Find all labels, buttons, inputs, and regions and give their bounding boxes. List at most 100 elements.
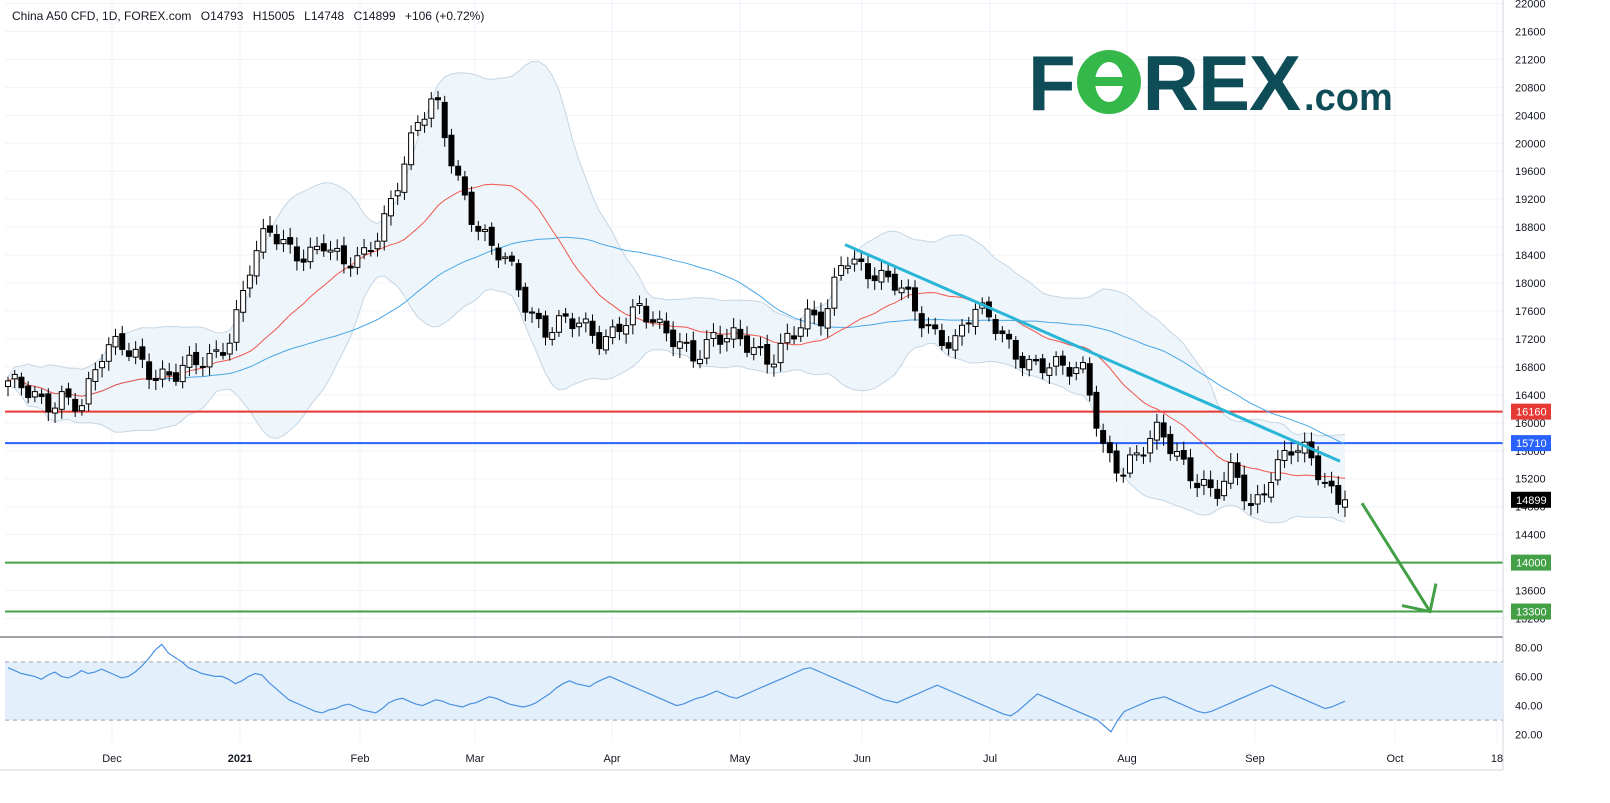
candle-body [811,309,818,316]
open-value: O14793 [200,9,244,23]
candle-body [1328,480,1335,487]
change-value: +106 (+0.72%) [404,9,485,23]
candle-body [1059,355,1066,366]
logo-suffix: .com [1304,77,1393,119]
candle-body [1086,363,1093,396]
candle-body [932,324,939,330]
candle-body [683,341,690,344]
candle-body [132,348,139,358]
candle-body [1079,362,1086,370]
candle-body [1234,462,1241,478]
level-label-box-15710 [1511,435,1551,452]
candle-body [562,313,569,317]
candle-body [65,388,72,398]
candle-body [764,344,771,365]
candle-body [831,276,838,309]
candle-body [1106,442,1113,454]
price-tick-label: 20400 [1515,110,1546,122]
candle-body [670,329,677,348]
candle-body [824,308,831,329]
candle-body [340,245,347,265]
candle-body [1026,359,1033,371]
time-tick-label: Sep [1245,753,1265,765]
candle-body [925,324,932,327]
candle-body [1066,367,1073,377]
candle-body [1160,422,1167,438]
rsi-tick-label: 20.00 [1515,730,1543,742]
candle-body [287,237,294,245]
candle-body [508,255,515,262]
candle-body [791,335,798,340]
candle-body [1274,459,1281,481]
rsi-tick-label: 80.00 [1515,642,1543,654]
candle-body [401,163,408,193]
candle-body [1221,480,1228,497]
candle-body [18,376,25,389]
candle-body [515,263,522,291]
candle-body [697,358,704,365]
candle-body [918,313,925,329]
candle-body [78,405,85,412]
candle-body [945,342,952,349]
candle-body [25,385,32,399]
candle-body [213,349,220,352]
candle-body [152,377,159,381]
candle-body [569,318,576,330]
candle-body [1187,457,1194,482]
price-tick-label: 16800 [1515,362,1546,374]
candle-body [1100,430,1107,444]
candle-body [186,354,193,368]
candle-body [267,225,274,233]
candle-body [1288,451,1295,456]
candle-body [414,122,421,131]
candle-body [166,371,173,376]
chart-header: China A50 CFD, 1D, FOREX.com O14793 H150… [12,9,490,23]
candle-body [522,286,529,313]
candle-body [233,309,240,343]
candle-body [394,190,401,197]
candle-body [31,391,38,398]
level-label-15710: 15710 [1516,438,1547,450]
candle-body [864,263,871,280]
candle-body [703,339,710,359]
candle-body [817,311,824,327]
candle-body [549,332,556,340]
sma50-line [7,236,1346,445]
candle-body [784,332,791,344]
candle-body [885,270,892,278]
candle-body [139,346,146,360]
candle-body [468,191,475,225]
candle-body [1241,474,1248,502]
candle-body [408,132,415,166]
price-tick-label: 20000 [1515,138,1546,150]
candle-body [582,318,589,324]
candle-body [952,335,959,351]
candle-body [199,365,206,368]
candle-body [529,311,536,314]
level-label-box-13300 [1511,603,1551,620]
candle-body [858,258,865,262]
candle-body [636,303,643,306]
price-tick-label: 14400 [1515,530,1546,542]
candle-body [381,213,388,242]
candle-body [334,247,341,252]
time-tick-label: 2021 [228,753,252,765]
candle-body [1053,356,1060,367]
time-tick-label: Jul [983,753,997,765]
sma20-line [7,183,1346,479]
level-label-box-16160 [1511,403,1551,420]
time-tick-label: Apr [603,753,620,765]
candle-body [535,312,542,320]
level-label-16160: 16160 [1516,407,1547,419]
candle-body [905,286,912,290]
candle-body [434,97,441,101]
candle-body [112,335,119,348]
rsi-tick-label: 40.00 [1515,701,1543,713]
time-tick-label: 18 [1491,753,1503,765]
candle-body [246,274,253,289]
candle-body [428,98,435,119]
candle-body [488,226,495,246]
candle-body [757,346,764,349]
